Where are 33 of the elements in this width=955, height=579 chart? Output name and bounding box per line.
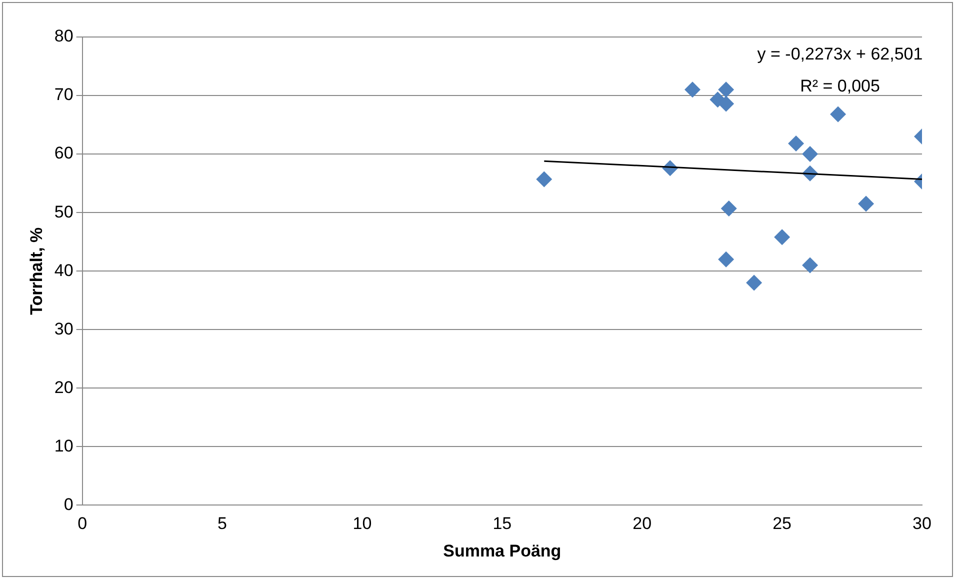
x-tick-label: 10 (352, 514, 372, 534)
y-tick-label: 40 (54, 260, 74, 280)
point (774, 229, 790, 246)
point (802, 146, 818, 162)
y-tick-label: 0 (64, 494, 74, 514)
point (746, 274, 762, 291)
point (858, 196, 874, 212)
y-tick-label: 70 (54, 85, 74, 104)
x-tick-label: 5 (218, 514, 227, 534)
x-tick-label: 30 (912, 514, 932, 534)
x-tick-label: 0 (78, 514, 88, 534)
y-axis-title: Torrhalt, % (26, 227, 46, 315)
y-tick-label: 10 (54, 436, 74, 456)
point (720, 200, 737, 216)
x-axis-title: Summa Poäng (443, 541, 562, 560)
point (684, 82, 700, 98)
y-tick-label: 50 (54, 202, 74, 222)
point (788, 136, 804, 152)
point (536, 171, 552, 188)
y-tick-label: 80 (54, 26, 74, 46)
point (830, 106, 846, 122)
point (718, 82, 734, 98)
x-tick-label: 15 (492, 514, 512, 534)
y-tick-label: 20 (54, 378, 74, 397)
annotation: y = -0,2273x + 62,501 (757, 44, 923, 64)
point (718, 96, 734, 112)
x-tick-label: 20 (632, 514, 652, 534)
y-tick-label: 60 (54, 144, 74, 163)
point (718, 251, 734, 268)
point (802, 257, 818, 274)
y-tick-label: 30 (54, 319, 74, 338)
x-tick-label: 25 (772, 514, 792, 534)
annotation: R² = 0,005 (800, 76, 880, 96)
